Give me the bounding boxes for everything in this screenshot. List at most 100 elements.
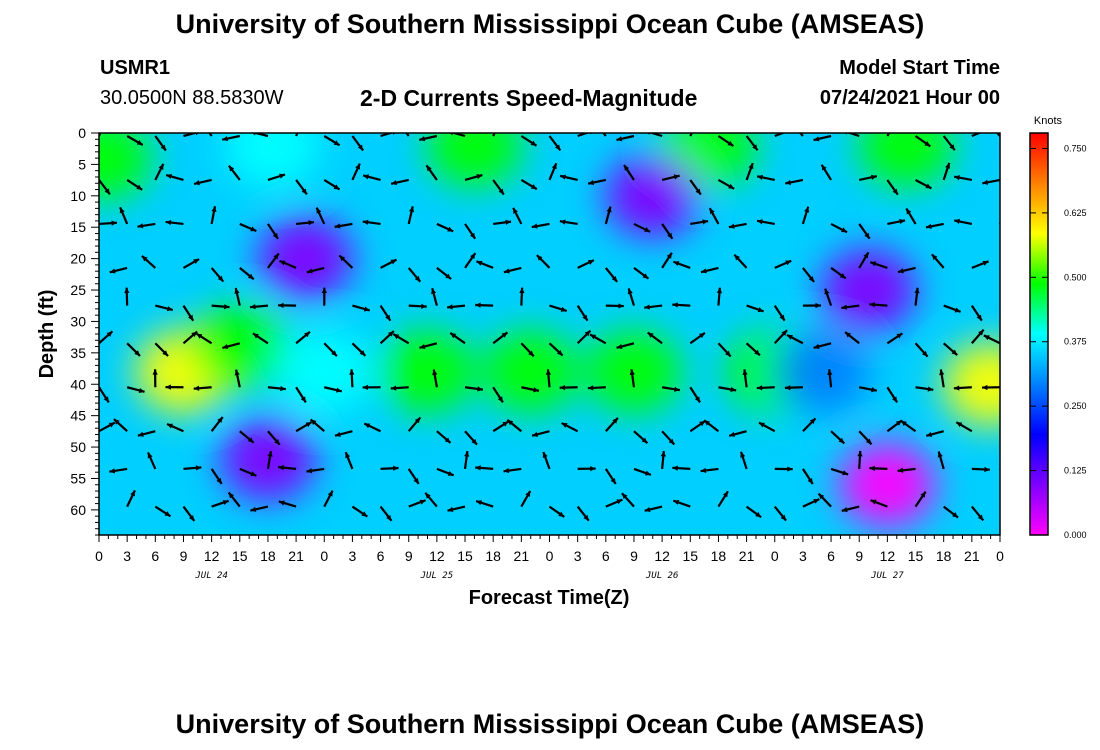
current-arrow-head — [700, 268, 707, 274]
current-arrow-head — [813, 343, 820, 349]
current-arrow-head — [464, 451, 470, 457]
heatmap-cell — [585, 329, 682, 414]
y-tick-label: 50 — [70, 439, 86, 455]
current-arrow-head — [729, 431, 736, 437]
current-arrow-head — [280, 385, 286, 392]
current-arrow-head — [668, 438, 675, 445]
current-arrow-head — [113, 419, 120, 425]
current-arrow-head — [559, 219, 566, 225]
current-arrow-head — [228, 165, 235, 172]
x-tick-label: 3 — [574, 548, 582, 564]
current-arrow-head — [272, 232, 279, 239]
current-arrow-head — [1012, 303, 1017, 308]
current-arrow-head — [606, 206, 612, 213]
current-arrow-head — [413, 477, 419, 484]
y-tick-label: 60 — [70, 502, 86, 518]
current-arrow-head — [939, 369, 945, 376]
current-arrow-head — [818, 493, 825, 500]
x-tick-label: 12 — [880, 548, 896, 564]
heatmap-cell — [858, 133, 955, 188]
current-arrow-head — [542, 451, 548, 458]
current-arrow-head — [134, 350, 140, 356]
current-arrow-head — [335, 387, 342, 393]
x-tick-label: 9 — [630, 548, 638, 564]
heatmap-cell — [773, 329, 870, 414]
current-arrow-head — [306, 268, 313, 274]
current-arrow-head — [273, 253, 279, 260]
current-arrow-head — [945, 162, 951, 169]
current-arrow-head — [755, 511, 762, 518]
y-tick-label: 25 — [70, 282, 86, 298]
current-arrow-head — [316, 207, 322, 214]
current-arrow-head — [841, 304, 848, 310]
current-arrow-head — [124, 287, 130, 294]
current-arrow-head — [393, 334, 400, 340]
current-arrow-head — [349, 369, 355, 375]
current-arrow-head — [824, 288, 830, 295]
current-arrow-head — [624, 164, 630, 171]
x-tick-label: 18 — [485, 548, 501, 564]
current-arrow-head — [949, 144, 955, 151]
current-arrow-head — [863, 252, 869, 259]
x-tick-label: 15 — [908, 548, 924, 564]
current-arrow-head — [842, 470, 849, 476]
current-arrow-head — [727, 140, 734, 147]
current-arrow-head — [188, 314, 194, 321]
x-tick-label: 21 — [514, 548, 530, 564]
y-tick-label: 55 — [70, 470, 86, 486]
current-arrow-head — [699, 332, 705, 339]
current-arrow-head — [141, 255, 148, 262]
colorbar-tick-label: 0.250 — [1064, 401, 1087, 411]
current-arrow-head — [666, 252, 672, 259]
current-arrow-head — [228, 492, 235, 499]
current-arrow-head — [321, 287, 327, 294]
current-arrow-head — [977, 514, 984, 521]
current-arrow-head — [414, 275, 421, 282]
current-arrow-head — [136, 184, 143, 190]
current-arrow — [971, 133, 982, 138]
current-arrow-head — [250, 471, 257, 477]
current-arrow-head — [673, 499, 680, 505]
current-arrow-head — [408, 206, 415, 213]
x-tick-label: 3 — [349, 548, 357, 564]
current-arrow-head — [804, 206, 810, 213]
current-arrow-head — [247, 437, 254, 443]
current-arrow-head — [475, 465, 481, 471]
current-arrow-head — [503, 268, 510, 274]
heatmap-cell — [820, 248, 917, 333]
current-arrow-head — [216, 477, 222, 484]
y-tick-label: 20 — [70, 251, 86, 267]
current-arrow-head — [899, 218, 906, 225]
model-start-label: Model Start Time — [839, 57, 1000, 79]
current-arrow-head — [502, 421, 509, 427]
current-arrow-head — [419, 136, 426, 142]
y-tick-label: 0 — [78, 125, 86, 141]
current-arrow-head — [267, 451, 273, 457]
current-arrow-head — [333, 184, 340, 190]
current-arrow-head — [299, 119, 304, 125]
current-arrow-head — [386, 514, 392, 521]
current-arrow-head — [390, 259, 397, 265]
current-vectors — [99, 119, 1017, 522]
current-arrow-head — [222, 136, 228, 142]
current-arrow-head — [841, 507, 848, 513]
current-arrow-head — [922, 350, 928, 357]
current-arrow-head — [339, 255, 346, 262]
current-arrow-head — [217, 417, 223, 423]
y-tick-label: 15 — [70, 219, 86, 235]
colorbar — [1029, 132, 1049, 536]
x-tick-label: 6 — [827, 548, 835, 564]
current-arrow-head — [784, 385, 791, 391]
current-arrow-head — [954, 175, 960, 181]
current-arrow-head — [498, 188, 504, 195]
current-arrow-head — [672, 302, 678, 308]
current-arrow-head — [530, 140, 537, 146]
current-arrow-head — [616, 136, 623, 142]
current-arrow-head — [196, 333, 203, 339]
current-arrow-head — [627, 288, 633, 295]
current-arrow-head — [725, 350, 731, 357]
current-arrow-head — [610, 477, 616, 484]
current-arrow-head — [385, 314, 391, 321]
current-arrow-head — [444, 437, 451, 443]
